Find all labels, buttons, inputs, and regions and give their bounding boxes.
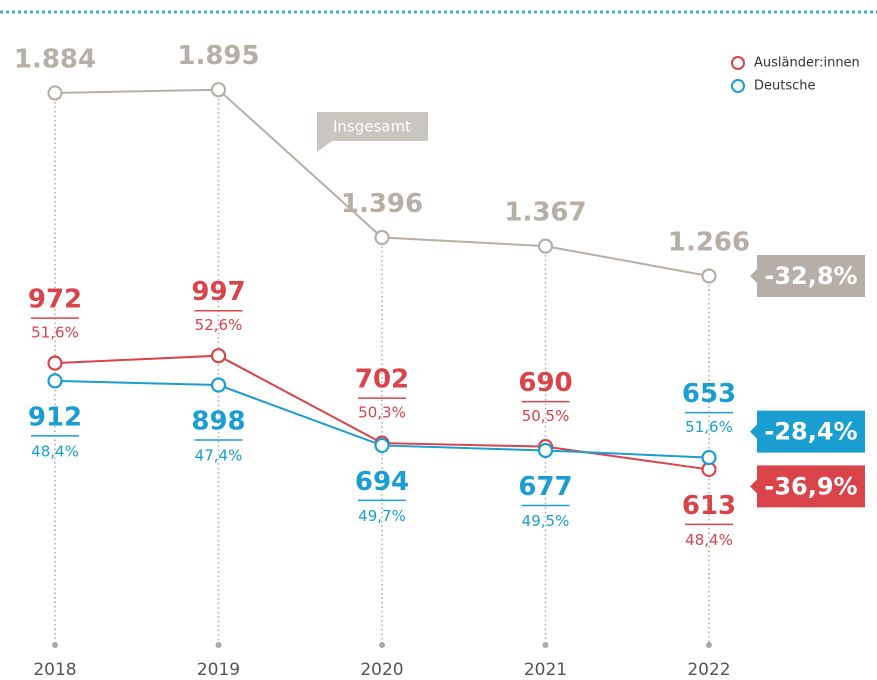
callout-label: Insgesamt <box>333 118 411 136</box>
value-label: 898 <box>191 407 245 437</box>
legend-label: Deutsche <box>754 79 816 94</box>
value-label: 1.884 <box>14 44 96 74</box>
data-point <box>537 238 554 254</box>
data-point <box>374 229 390 246</box>
share-label: 47,4% <box>195 447 243 465</box>
change-label: -32,8% <box>764 262 857 290</box>
data-point <box>374 437 390 454</box>
share-label: 52,6% <box>195 316 243 334</box>
badge-box <box>750 410 865 453</box>
badge-box <box>750 465 865 508</box>
value-label: 694 <box>355 467 409 497</box>
badge-box <box>750 255 865 298</box>
change-badge: -32,8% <box>750 255 865 298</box>
x-tick-label: 2019 <box>197 660 240 680</box>
value-label: 1.266 <box>668 228 750 258</box>
guide-dot <box>379 642 385 648</box>
data-point <box>210 377 227 393</box>
x-tick-label: 2022 <box>687 660 730 680</box>
share-label: 50,5% <box>522 407 570 425</box>
value-label: 972 <box>28 285 82 315</box>
share-label: 50,3% <box>358 404 406 422</box>
data-point <box>701 268 717 284</box>
value-label: 1.396 <box>341 189 423 219</box>
data-point <box>537 442 554 459</box>
change-label: -28,4% <box>764 418 857 446</box>
legend-marker <box>731 56 745 70</box>
data-point <box>210 348 227 364</box>
change-badge: -28,4% <box>750 410 865 453</box>
callout: Insgesamt <box>317 112 428 152</box>
value-label: 690 <box>518 368 572 398</box>
guide-dot <box>52 642 58 648</box>
guide-dot <box>706 642 712 648</box>
callout-box <box>317 112 428 152</box>
value-label: 1.367 <box>504 198 586 228</box>
guide-dot <box>542 642 549 648</box>
x-tick-label: 2018 <box>33 660 76 680</box>
value-label: 653 <box>682 379 736 409</box>
share-label: 48,4% <box>685 531 733 549</box>
data-point <box>210 82 227 98</box>
data-point <box>47 373 63 389</box>
share-label: 49,7% <box>358 507 406 525</box>
data-point <box>47 85 63 101</box>
share-label: 48,4% <box>31 442 79 460</box>
data-point <box>47 355 63 371</box>
share-label: 51,6% <box>31 324 79 342</box>
value-label: 997 <box>191 277 245 307</box>
value-label: 702 <box>355 365 409 395</box>
legend-marker <box>731 79 745 93</box>
change-badge: -36,9% <box>750 465 865 508</box>
value-label: 613 <box>682 491 736 521</box>
value-label: 677 <box>518 472 572 502</box>
change-label: -36,9% <box>764 472 857 500</box>
legend-label: Ausländer:innen <box>754 56 860 71</box>
guide-dot <box>215 642 222 648</box>
value-label: 912 <box>28 402 82 432</box>
x-tick-label: 2021 <box>524 660 567 680</box>
share-label: 51,6% <box>685 418 733 436</box>
x-tick-label: 2020 <box>360 660 403 680</box>
share-label: 49,5% <box>522 512 570 530</box>
value-label: 1.895 <box>177 41 259 71</box>
data-point <box>701 449 717 466</box>
